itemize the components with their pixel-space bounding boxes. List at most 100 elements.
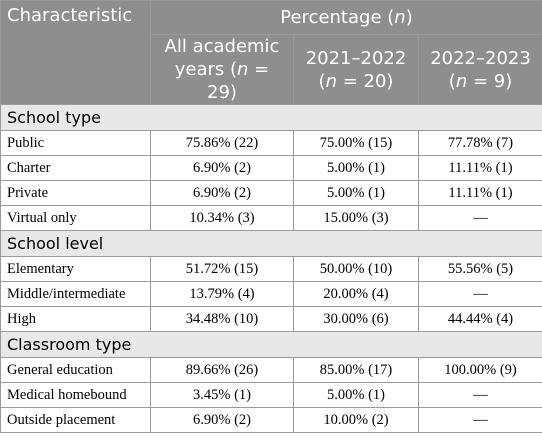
- table-cell: 85.00% (17): [293, 357, 419, 383]
- text: 75.86% (22): [185, 134, 259, 151]
- table-cell: Middle/intermediate: [0, 281, 151, 307]
- text: Classroom type: [7, 335, 132, 354]
- header-cell: Percentage (n): [149, 0, 542, 35]
- text: 34.48% (10): [185, 310, 259, 327]
- text: 77.78% (7): [447, 134, 514, 151]
- text: 10.34% (3): [189, 209, 255, 226]
- text: High: [7, 310, 36, 327]
- text: 85.00% (17): [319, 361, 393, 378]
- text: 6.90% (2): [193, 159, 251, 176]
- data-row: Medical homebound 3.45% (1) 5.00% (1) —: [0, 382, 542, 408]
- text: = 20): [337, 70, 394, 92]
- text: School level: [7, 234, 104, 253]
- text: n: [394, 7, 406, 28]
- text: 44.44% (4): [447, 310, 514, 327]
- text: 5.00% (1): [327, 159, 385, 176]
- text: 50.00% (10): [319, 260, 393, 277]
- table-cell: 15.00% (3): [293, 205, 419, 231]
- table-cell: 89.66% (26): [150, 357, 294, 383]
- header-cell: 2022–2023 (n = 9): [417, 34, 542, 105]
- table-cell: —: [417, 205, 542, 231]
- table-cell: 55.56% (5): [417, 256, 542, 282]
- text: 11.11% (1): [448, 159, 513, 176]
- text: Private: [7, 184, 49, 201]
- header-cell: All academic years (n = 29): [150, 34, 294, 105]
- text: 51.72% (15): [185, 260, 259, 277]
- table-cell: Charter: [0, 155, 151, 181]
- text: 3.45% (1): [193, 386, 251, 403]
- table-cell: 100.00% (9): [417, 357, 542, 383]
- text: 6.90% (2): [193, 184, 251, 201]
- text: Charter: [7, 159, 51, 176]
- text: Public: [7, 134, 45, 151]
- text: —: [473, 411, 488, 428]
- section-row: School type: [0, 104, 542, 131]
- text: ): [405, 7, 413, 28]
- table-cell: High: [0, 306, 151, 332]
- text: 5.00% (1): [327, 386, 385, 403]
- text: n: [325, 70, 337, 92]
- table-cell: Virtual only: [0, 205, 151, 231]
- table-cell: 5.00% (1): [293, 155, 419, 181]
- text: Virtual only: [7, 209, 77, 226]
- text: Characteristic: [7, 5, 133, 26]
- table-cell: 77.78% (7): [417, 130, 542, 156]
- table-cell: Outside placement: [0, 407, 151, 433]
- data-row: Charter 6.90% (2) 5.00% (1) 11.11% (1): [0, 155, 542, 181]
- table-cell: 44.44% (4): [417, 306, 542, 332]
- text: 89.66% (26): [185, 361, 259, 378]
- table-cell: 6.90% (2): [150, 180, 294, 206]
- data-row: High 34.48% (10) 30.00% (6) 44.44% (4): [0, 306, 542, 332]
- table-cell: 13.79% (4): [150, 281, 294, 307]
- text: 6.90% (2): [193, 411, 251, 428]
- text: n: [237, 59, 249, 80]
- text: —: [473, 386, 488, 403]
- text: = 9): [467, 70, 513, 92]
- table-cell: 5.00% (1): [293, 180, 419, 206]
- data-row: Private 6.90% (2) 5.00% (1) 11.11% (1): [0, 180, 542, 206]
- header-cell: Characteristic: [0, 0, 151, 105]
- table-cell: 5.00% (1): [293, 382, 419, 408]
- text: 13.79% (4): [189, 285, 255, 302]
- table-cell: —: [417, 281, 542, 307]
- table-header: Characteristic Percentage (n) All academic…: [0, 0, 542, 105]
- text: 20.00% (4): [323, 285, 389, 302]
- section-cell: School type: [0, 104, 542, 131]
- text: —: [473, 285, 488, 302]
- table-cell: Medical homebound: [0, 382, 151, 408]
- table-cell: 11.11% (1): [417, 180, 542, 206]
- table-cell: 51.72% (15): [150, 256, 294, 282]
- table-cell: 11.11% (1): [417, 155, 542, 181]
- table-cell: 75.86% (22): [150, 130, 294, 156]
- section-row: Classroom type: [0, 331, 542, 358]
- text: 11.11% (1): [448, 184, 513, 201]
- table-body: School type Public 75.86% (22) 75.00% (15) 7…: [0, 104, 542, 433]
- text: General education: [7, 361, 113, 378]
- text: n: [455, 70, 468, 92]
- table-cell: —: [417, 382, 542, 408]
- text: 55.56% (5): [447, 260, 514, 277]
- table-cell: 34.48% (10): [150, 306, 294, 332]
- text: 5.00% (1): [327, 184, 385, 201]
- table-cell: Elementary: [0, 256, 151, 282]
- table-cell: 20.00% (4): [293, 281, 419, 307]
- table-cell: 6.90% (2): [150, 155, 294, 181]
- text: 100.00% (9): [444, 361, 517, 378]
- text: 2021–2022 (: [305, 47, 407, 92]
- text: All academic years (: [164, 36, 280, 80]
- data-row: Elementary 51.72% (15) 50.00% (10) 55.56% (…: [0, 256, 542, 282]
- table-cell: General education: [0, 357, 151, 383]
- data-row: Virtual only 10.34% (3) 15.00% (3) —: [0, 205, 542, 231]
- header-row: All academic years (n = 29) 2021–2022 (n …: [1, 34, 542, 105]
- table-cell: Public: [0, 130, 151, 156]
- table-cell: 6.90% (2): [150, 407, 294, 433]
- data-row: Middle/intermediate 13.79% (4) 20.00% (4) —: [0, 281, 542, 307]
- data-row: General education 89.66% (26) 85.00% (17) 1…: [0, 357, 542, 383]
- table-cell: 50.00% (10): [293, 256, 419, 282]
- text: Elementary: [7, 260, 74, 277]
- text: 10.00% (2): [323, 411, 389, 428]
- text: Middle/intermediate: [7, 285, 126, 302]
- section-row: School level: [0, 230, 542, 257]
- table-cell: 3.45% (1): [150, 382, 294, 408]
- text: 75.00% (15): [319, 134, 393, 151]
